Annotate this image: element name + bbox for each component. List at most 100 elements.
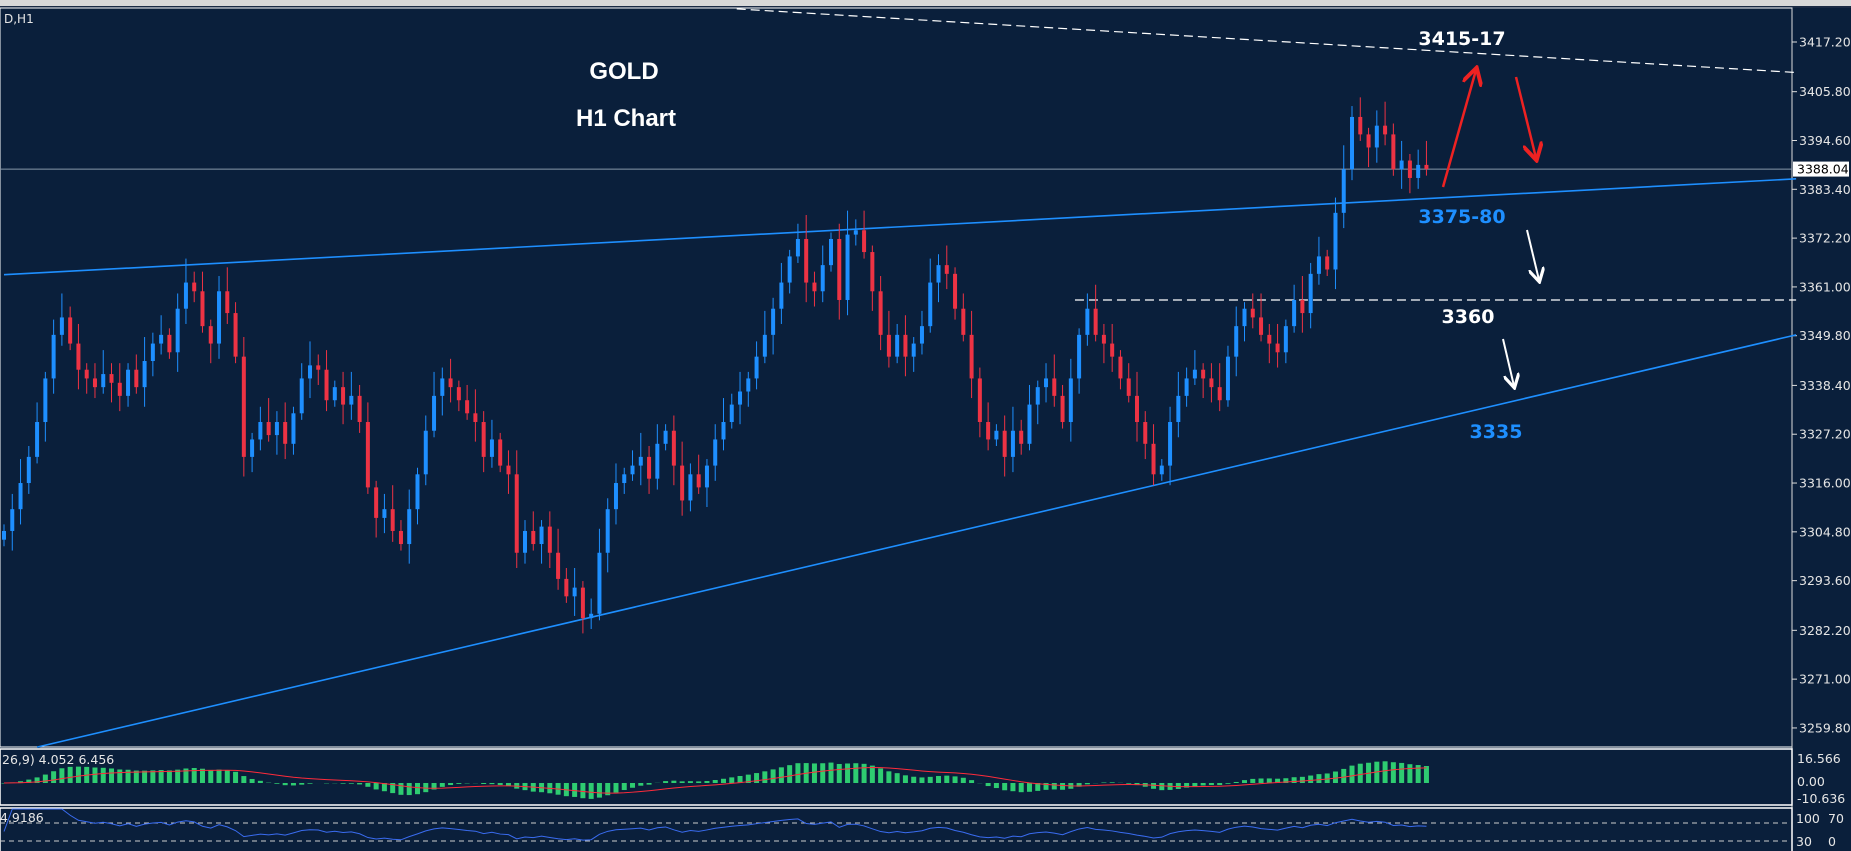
macd-bar bbox=[1250, 778, 1256, 783]
macd-bar bbox=[1200, 783, 1206, 786]
candle-body bbox=[1225, 356, 1230, 401]
candle-body bbox=[1283, 326, 1288, 353]
candle-body bbox=[1399, 160, 1404, 170]
macd-bar bbox=[1060, 783, 1066, 790]
annotation-3360: 3360 bbox=[1442, 306, 1495, 328]
macd-bar bbox=[902, 775, 908, 783]
candle-body bbox=[779, 282, 784, 309]
macd-bar bbox=[497, 783, 503, 785]
candle-body bbox=[1085, 308, 1090, 335]
macd-bar bbox=[423, 783, 429, 793]
candle-body bbox=[1052, 378, 1057, 396]
macd-indicator bbox=[1, 761, 1429, 799]
chart-subtitle: H1 Chart bbox=[576, 105, 676, 132]
candle-body bbox=[357, 395, 362, 423]
price-tick-label: 3316.00 bbox=[1799, 476, 1851, 491]
macd-bar bbox=[1266, 778, 1272, 783]
candle-body bbox=[142, 361, 147, 388]
candle-body bbox=[117, 382, 122, 396]
candle-body bbox=[68, 317, 73, 344]
macd-bar bbox=[191, 767, 197, 783]
candle-body bbox=[1308, 273, 1313, 314]
candle-body bbox=[605, 509, 610, 553]
candle-body bbox=[159, 334, 164, 344]
price-tick-label: 3259.80 bbox=[1799, 720, 1851, 735]
candle-body bbox=[556, 552, 561, 579]
rsi-panel bbox=[0, 807, 1793, 851]
candle-body bbox=[109, 374, 114, 383]
macd-bar bbox=[960, 777, 966, 783]
candle-body bbox=[1217, 387, 1222, 401]
candle-body bbox=[374, 487, 379, 518]
candle-body bbox=[1134, 395, 1139, 423]
trendlines[interactable] bbox=[3, 8, 1797, 748]
macd-bar bbox=[158, 770, 164, 783]
candle-body bbox=[1407, 160, 1412, 178]
candle-body bbox=[1242, 308, 1247, 327]
candle-body bbox=[1044, 378, 1049, 388]
candle-body bbox=[1118, 356, 1123, 379]
rsi-tick: 0 bbox=[1828, 834, 1836, 849]
macd-bar bbox=[1126, 783, 1132, 784]
candle-body bbox=[382, 509, 387, 518]
macd-bar bbox=[820, 763, 826, 783]
macd-bar bbox=[770, 769, 776, 783]
candle-body bbox=[1068, 378, 1073, 423]
candle-body bbox=[349, 395, 354, 405]
candle-body bbox=[307, 365, 312, 379]
candle-body bbox=[1002, 430, 1007, 457]
macd-bar bbox=[307, 783, 313, 784]
macd-bar bbox=[109, 768, 115, 783]
macd-bar bbox=[1175, 783, 1181, 789]
candle-body bbox=[1366, 134, 1371, 148]
candle-body bbox=[944, 265, 949, 274]
toolbar bbox=[0, 0, 1851, 8]
macd-bar bbox=[1084, 783, 1090, 785]
candle-body bbox=[787, 256, 792, 283]
symbol-label: D,H1 bbox=[4, 12, 34, 26]
macd-bar bbox=[1159, 783, 1165, 791]
macd-bar bbox=[754, 773, 760, 783]
macd-bar bbox=[605, 783, 611, 796]
candle-body bbox=[523, 530, 528, 553]
macd-bar bbox=[745, 774, 751, 783]
macd-bar bbox=[1407, 764, 1413, 783]
macd-bar bbox=[572, 783, 578, 797]
macd-bar bbox=[456, 783, 462, 784]
macd-bar bbox=[646, 783, 652, 785]
macd-bar bbox=[952, 776, 958, 783]
annotation-3415-17: 3415-17 bbox=[1418, 28, 1505, 50]
macd-tick: 16.566 bbox=[1797, 751, 1841, 766]
candle-body bbox=[341, 387, 346, 405]
macd-bar bbox=[1233, 781, 1239, 783]
macd-bar bbox=[224, 770, 230, 783]
macd-bar bbox=[671, 780, 677, 783]
macd-bar bbox=[175, 769, 181, 783]
macd-bar bbox=[249, 778, 255, 783]
candle-body bbox=[473, 413, 478, 423]
trendline-solid[interactable] bbox=[3, 178, 1797, 276]
candle-body bbox=[994, 430, 999, 440]
macd-bar bbox=[505, 783, 511, 786]
macd-bar bbox=[241, 776, 247, 783]
macd-bar bbox=[704, 781, 710, 783]
candle-body bbox=[92, 378, 97, 388]
macd-bar bbox=[150, 770, 156, 783]
macd-bar bbox=[1192, 783, 1198, 787]
macd-bar bbox=[1275, 778, 1281, 783]
trendline-dashed[interactable] bbox=[736, 8, 1797, 74]
macd-bar bbox=[1324, 773, 1330, 783]
candle-body bbox=[969, 334, 974, 379]
price-tick-label: 3394.60 bbox=[1799, 133, 1851, 148]
trendline-solid[interactable] bbox=[36, 334, 1797, 748]
candle-body bbox=[1250, 308, 1255, 318]
candle-body bbox=[713, 439, 718, 466]
current-price-tag: 3388.04 bbox=[1793, 161, 1849, 177]
rsi-indicator bbox=[3, 808, 1427, 841]
candle-body bbox=[1209, 378, 1214, 388]
macd-bar bbox=[75, 766, 81, 783]
candle-body bbox=[1151, 443, 1156, 475]
candle-body bbox=[101, 374, 106, 388]
candle-body bbox=[250, 439, 255, 457]
